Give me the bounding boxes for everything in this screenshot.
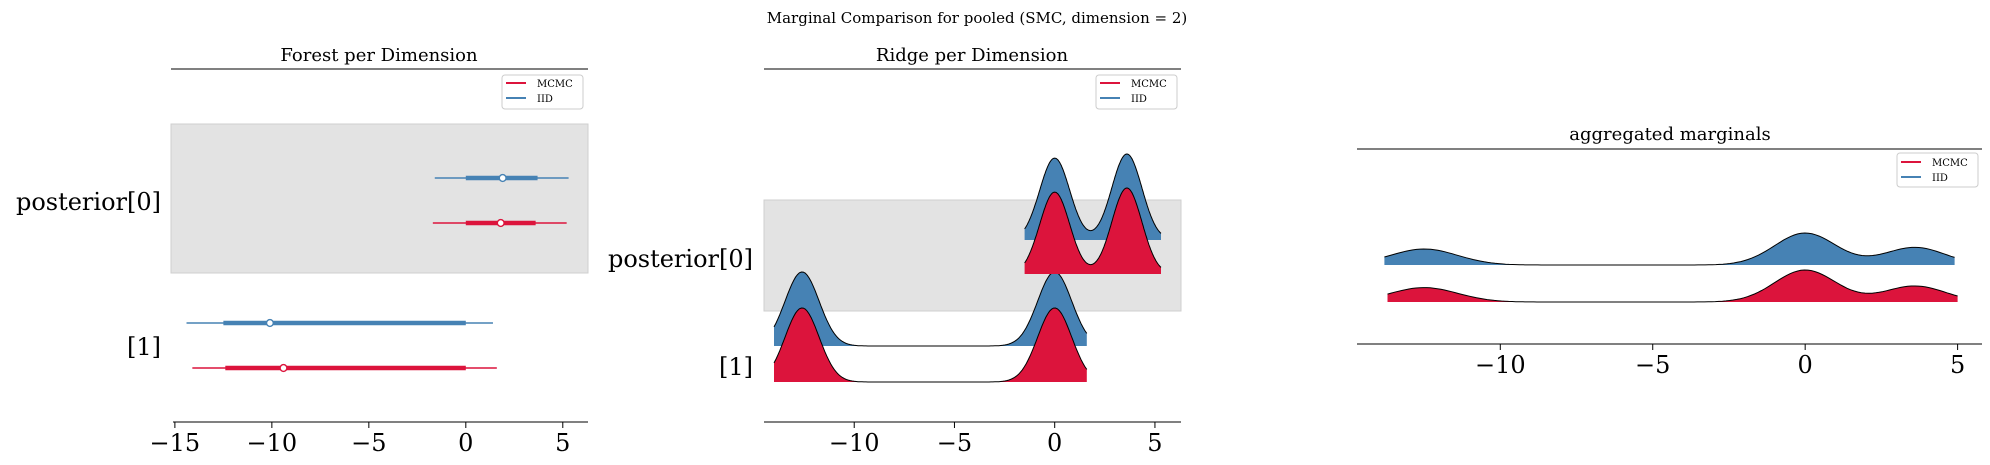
aggregated-legend-iid: IID (1932, 173, 1948, 184)
forest-ylabel-posterior0: posterior[0] (16, 188, 161, 216)
aggregated-xtick-label: −10 (1475, 351, 1526, 379)
aggregated-marks (1384, 232, 1958, 303)
forest-shaded-band (170, 123, 589, 274)
aggregated-iid-outline (1384, 232, 1955, 266)
aggregated-xtick-label: −5 (1635, 351, 1670, 379)
ridge-xtick-label: 5 (1147, 429, 1162, 457)
ridge-legend-iid: IID (1131, 94, 1147, 105)
ridge-ylabel-1: [1] (719, 353, 753, 381)
forest-title: Forest per Dimension (280, 45, 478, 66)
ridge-xtick-label: −5 (937, 429, 972, 457)
ridge-row1-mcmc-outline (773, 307, 1088, 383)
ridge-xtick-label: −10 (829, 429, 880, 457)
forest-marks (186, 173, 569, 373)
aggregated-mcmc-outline (1387, 269, 1958, 303)
aggregated-panel: aggregated marginals −10 −5 0 5 MCMC IID (1357, 124, 1982, 379)
forest-xtick-label: 5 (555, 429, 570, 457)
forest-iid-point (265, 318, 275, 328)
aggregated-xtick-label: 0 (1798, 351, 1813, 379)
aggregated-legend: MCMC IID (1896, 152, 1979, 188)
aggregated-xtick-label: 5 (1950, 351, 1965, 379)
forest-panel: Forest per Dimension −15 −10 −5 0 5 posterio… (16, 45, 589, 457)
ridge-panel: Ridge per Dimension −10 −5 0 5 posterior[0]… (608, 45, 1182, 457)
forest-legend: MCMC IID (501, 74, 584, 110)
ridge-row0-mcmc-outline (1024, 187, 1162, 268)
ridge-title: Ridge per Dimension (876, 45, 1069, 66)
ridge-legend-mcmc: MCMC (1131, 79, 1167, 90)
ridge-xtick-label: 0 (1047, 429, 1062, 457)
ridge-legend: MCMC IID (1095, 74, 1178, 110)
forest-mcmc-point (279, 363, 288, 373)
forest-ylabel-1: [1] (127, 333, 161, 361)
forest-legend-iid: IID (537, 94, 553, 105)
forest-iid-point (498, 173, 507, 183)
ridge-ylabel-posterior0: posterior[0] (608, 245, 753, 273)
aggregated-title: aggregated marginals (1569, 124, 1770, 145)
forest-xtick-label: −10 (247, 429, 298, 457)
forest-mcmc-point (496, 218, 505, 228)
ridge-row1-mcmc-fill (774, 308, 1087, 382)
forest-xtick-label: 0 (458, 429, 473, 457)
ridge-marks (773, 153, 1162, 383)
aggregated-iid-fill (1384, 233, 1955, 265)
aggregated-mcmc-fill (1387, 270, 1958, 302)
ridge-row1-iid-outline (773, 271, 1088, 347)
forest-xtick-label: −5 (351, 429, 386, 457)
aggregated-legend-mcmc: MCMC (1932, 158, 1968, 169)
ridge-x-ticks: −10 −5 0 5 (829, 422, 1163, 457)
forest-xtick-label: −15 (150, 429, 201, 457)
forest-legend-mcmc: MCMC (537, 79, 573, 90)
ridge-row0-iid-outline (1024, 153, 1162, 234)
figure-suptitle: Marginal Comparison for pooled (SMC, dim… (767, 9, 1187, 27)
ridge-row0-mcmc-fill (1024, 188, 1161, 274)
aggregated-x-ticks: −10 −5 0 5 (1475, 344, 1965, 379)
forest-x-ticks: −15 −10 −5 0 5 (150, 422, 570, 457)
